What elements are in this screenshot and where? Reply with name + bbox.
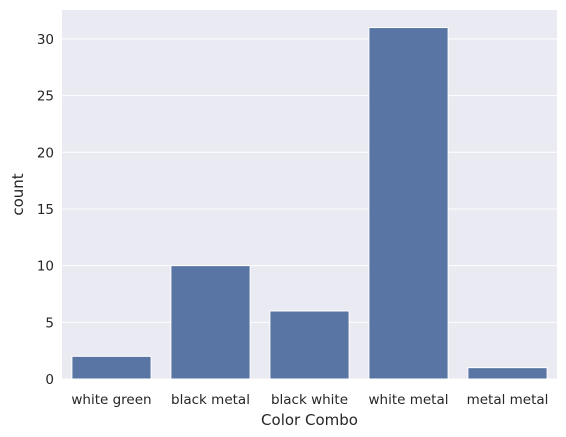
y-tick-label: 25 — [37, 89, 54, 105]
bar-metal-metal — [467, 367, 548, 380]
y-tick-label: 10 — [37, 259, 54, 275]
y-tick-label: 30 — [37, 32, 54, 48]
y-tick-labels: 0 5 10 15 20 25 30 — [37, 32, 54, 388]
bars — [71, 27, 548, 380]
x-tick-label: black white — [271, 392, 348, 408]
y-tick-label: 15 — [37, 202, 54, 218]
x-axis-label: Color Combo — [261, 411, 358, 429]
y-tick-label: 5 — [45, 315, 54, 331]
y-tick-label: 20 — [37, 145, 54, 161]
x-tick-labels: white green black metal black white white m… — [71, 392, 548, 408]
y-tick-label: 0 — [45, 372, 54, 388]
x-tick-label: white green — [71, 392, 151, 408]
y-axis-label: count — [9, 173, 27, 215]
bar-black-white — [269, 310, 350, 380]
x-tick-label: metal metal — [467, 392, 549, 408]
bar-white-green — [71, 355, 152, 380]
x-tick-label: black metal — [171, 392, 250, 408]
bar-black-metal — [170, 265, 251, 380]
x-tick-label: white metal — [368, 392, 448, 408]
bar-white-metal — [368, 27, 449, 380]
